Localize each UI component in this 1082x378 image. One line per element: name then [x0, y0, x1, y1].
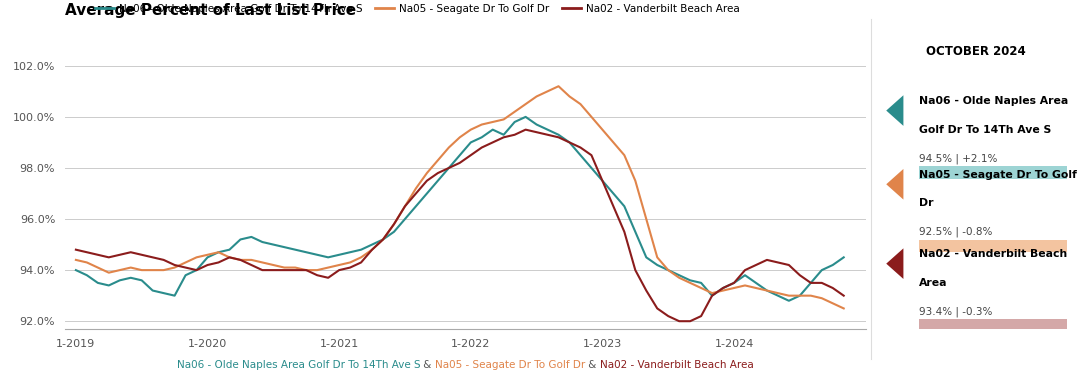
- Polygon shape: [886, 95, 903, 126]
- Text: 92.5% | -0.8%: 92.5% | -0.8%: [919, 227, 992, 237]
- Text: Na05 - Seagate Dr To Golf Dr: Na05 - Seagate Dr To Golf Dr: [435, 361, 585, 370]
- Text: Na06 - Olde Naples Area: Na06 - Olde Naples Area: [919, 96, 1068, 106]
- Text: Na05 - Seagate Dr To Golf: Na05 - Seagate Dr To Golf: [919, 170, 1077, 180]
- Text: 94.5% | +2.1%: 94.5% | +2.1%: [919, 153, 997, 164]
- Text: &: &: [585, 361, 601, 370]
- Text: &: &: [421, 361, 435, 370]
- Text: Area: Area: [919, 278, 947, 288]
- Legend: Na06 - Olde Naples Area Golf Dr To 14Th Ave S, Na05 - Seagate Dr To Golf Dr, Na0: Na06 - Olde Naples Area Golf Dr To 14Th …: [91, 0, 743, 18]
- FancyBboxPatch shape: [919, 166, 1067, 179]
- FancyBboxPatch shape: [919, 240, 1067, 253]
- Polygon shape: [886, 169, 903, 200]
- Text: OCTOBER 2024: OCTOBER 2024: [926, 45, 1026, 58]
- Text: Golf Dr To 14Th Ave S: Golf Dr To 14Th Ave S: [919, 125, 1051, 135]
- Text: Na06 - Olde Naples Area Golf Dr To 14Th Ave S: Na06 - Olde Naples Area Golf Dr To 14Th …: [176, 361, 421, 370]
- Text: Na02 - Vanderbilt Beach: Na02 - Vanderbilt Beach: [919, 249, 1067, 259]
- Text: Na02 - Vanderbilt Beach Area: Na02 - Vanderbilt Beach Area: [601, 361, 754, 370]
- Text: Dr: Dr: [919, 198, 933, 208]
- FancyBboxPatch shape: [919, 319, 1067, 332]
- Text: 93.4% | -0.3%: 93.4% | -0.3%: [919, 306, 992, 317]
- Text: Average Percent of Last List Price: Average Percent of Last List Price: [65, 3, 356, 18]
- Polygon shape: [886, 248, 903, 279]
